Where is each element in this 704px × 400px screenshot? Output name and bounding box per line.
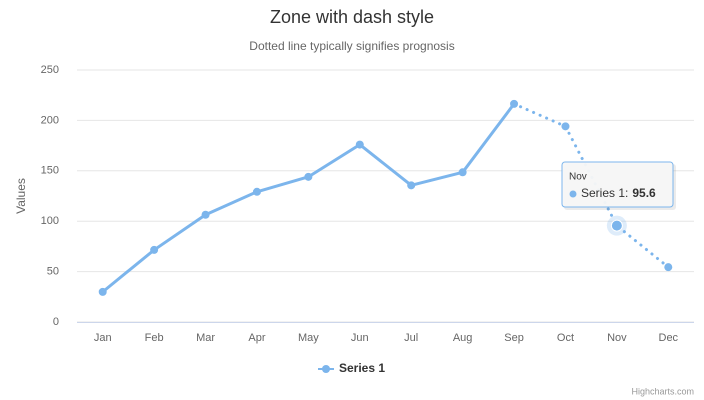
y-tick-label: 250	[41, 64, 59, 76]
data-point	[561, 122, 570, 131]
data-point	[610, 219, 623, 232]
data-point	[458, 168, 467, 177]
y-tick-label: 150	[41, 165, 59, 177]
credits[interactable]: Highcharts.com	[631, 386, 694, 396]
y-tick-label: 50	[47, 266, 59, 278]
x-tick-label: Oct	[557, 332, 574, 344]
tooltip-value: 95.6	[632, 186, 656, 200]
tooltip-text: Series 1: 95.6	[581, 186, 656, 200]
x-tick-label: Jan	[94, 332, 112, 344]
data-point	[510, 99, 519, 108]
data-point	[355, 140, 364, 149]
data-point	[98, 287, 107, 296]
x-tick-label: Sep	[504, 332, 524, 344]
tooltip-header: Nov	[569, 172, 587, 183]
tooltip: Nov Series 1: 95.6	[561, 161, 676, 210]
chart-title: Zone with dash style	[270, 7, 434, 27]
data-point	[201, 210, 210, 219]
chart-subtitle: Dotted line typically signifies prognosi…	[249, 39, 454, 53]
x-tick-label: Apr	[248, 332, 265, 344]
tooltip-box	[561, 161, 674, 208]
data-point	[664, 263, 673, 272]
legend-symbol	[322, 365, 330, 373]
x-tick-label: May	[298, 332, 319, 344]
data-point	[407, 181, 416, 190]
legend-item[interactable]: Series 1	[318, 361, 385, 375]
y-tick-label: 100	[41, 215, 59, 227]
x-tick-label: Feb	[145, 332, 164, 344]
legend-label: Series 1	[339, 361, 385, 375]
tooltip-symbol	[569, 190, 577, 198]
series-line	[101, 102, 516, 294]
y-tick-label: 200	[41, 114, 59, 126]
data-point	[304, 172, 313, 181]
data-point	[150, 245, 159, 254]
x-tick-label: Jun	[351, 332, 369, 344]
data-point	[252, 187, 261, 196]
x-tick-label: Dec	[659, 332, 679, 344]
x-tick-label: Mar	[196, 332, 215, 344]
y-tick-label: 0	[53, 316, 59, 328]
series-line	[512, 102, 670, 269]
x-tick-label: Aug	[453, 332, 473, 344]
y-axis-title: Values	[14, 178, 28, 214]
x-tick-label: Jul	[404, 332, 418, 344]
x-tick-label: Nov	[607, 332, 627, 344]
tooltip-series: Series 1:	[581, 186, 628, 200]
